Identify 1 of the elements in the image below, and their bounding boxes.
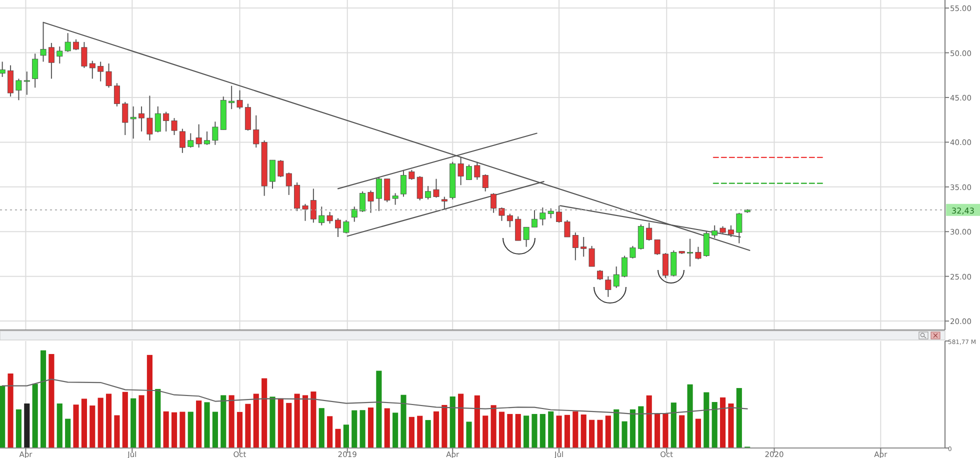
ref-line-label: 32,43 — [952, 206, 974, 216]
